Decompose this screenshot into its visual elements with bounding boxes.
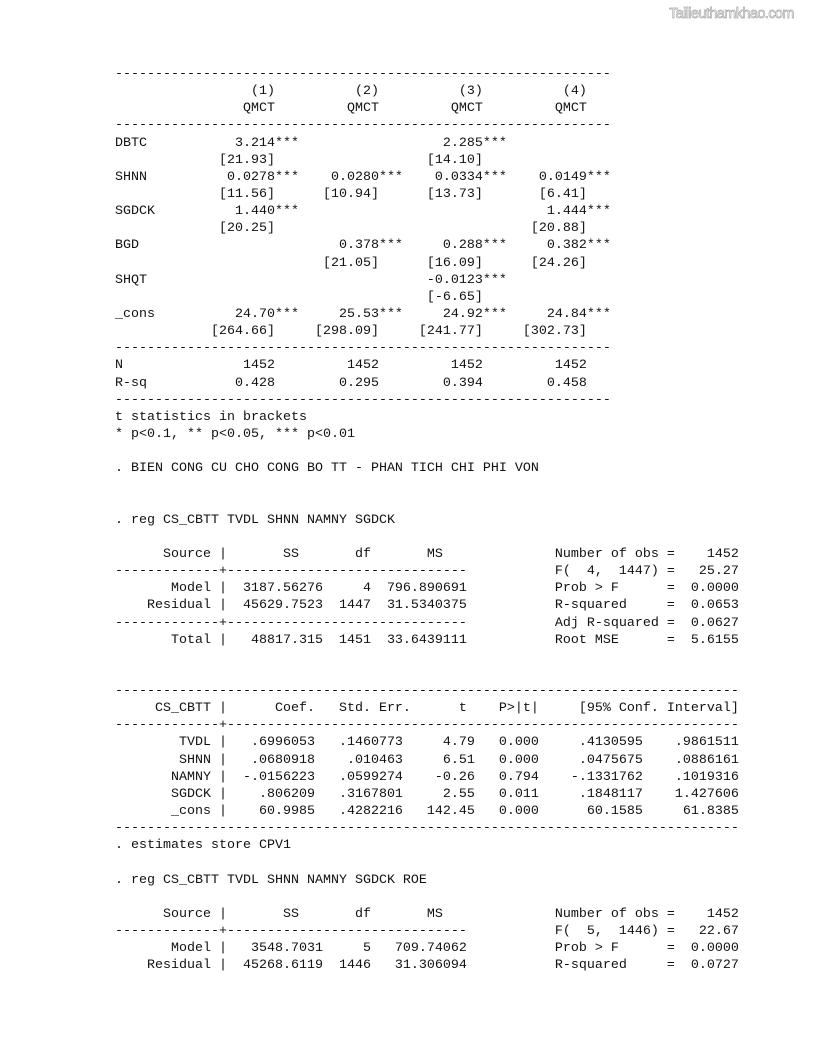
coef-row-DBTC: DBTC 3.214*** 2.285*** xyxy=(115,135,507,151)
anova-header: Source | SS df MS Number of obs = 1452 xyxy=(115,906,739,922)
anova-rule: -------------+--------------------------… xyxy=(115,615,739,631)
table-note: t statistics in brackets xyxy=(115,409,307,425)
anova-row-model: Model | 3548.7031 5 709.74062 Prob > F =… xyxy=(115,941,739,957)
anova-row-model: Model | 3187.56276 4 796.890691 Prob > F… xyxy=(115,581,739,597)
coef-rule: ----------------------------------------… xyxy=(115,821,739,837)
tstat-row-_cons: [264.66] [298.09] [241.77] [302.73] xyxy=(115,324,587,340)
column-numbers: (1) (2) (3) (4) xyxy=(115,84,587,100)
table-rule: ----------------------------------------… xyxy=(115,67,611,82)
blank xyxy=(115,666,739,683)
blank xyxy=(115,477,739,494)
coef-row-_cons: _cons 24.70*** 25.53*** 24.92*** 24.84**… xyxy=(115,306,611,322)
column-depvars: QMCT QMCT QMCT QMCT xyxy=(115,101,587,117)
coef-row-SHNN: SHNN 0.0278*** 0.0280*** 0.0334*** 0.014… xyxy=(115,169,611,185)
table-rule: ----------------------------------------… xyxy=(115,392,611,408)
tstat-row-SHNN: [11.56] [10.94] [13.73] [6.41] xyxy=(115,186,587,202)
stata-output: ----------------------------------------… xyxy=(115,66,739,974)
anova-header: Source | SS df MS Number of obs = 1452 xyxy=(115,546,739,562)
tstat-row-BGD: [21.05] [16.09] [24.26] xyxy=(115,255,587,271)
blank xyxy=(115,529,739,546)
coef-row-_cons: _cons | 60.9985 .4282216 142.45 0.000 60… xyxy=(115,804,739,820)
coef-row-BGD: BGD 0.378*** 0.288*** 0.382*** xyxy=(115,238,611,254)
coef-rule: ----------------------------------------… xyxy=(115,684,739,700)
blank xyxy=(115,649,739,666)
command-comment: . BIEN CONG CU CHO CONG BO TT - PHAN TIC… xyxy=(115,461,539,477)
coef-row-NAMNY: NAMNY | -.0156223 .0599274 -0.26 0.794 -… xyxy=(115,769,739,785)
coef-rule: -------------+--------------------------… xyxy=(115,718,739,734)
command-reg2: . reg CS_CBTT TVDL SHNN NAMNY SGDCK ROE xyxy=(115,872,427,888)
coef-row-TVDL: TVDL | .6996053 .1460773 4.79 0.000 .413… xyxy=(115,735,739,751)
coef-row-SHQT: SHQT -0.0123*** xyxy=(115,272,507,288)
tstat-row-SGDCK: [20.25] [20.88] xyxy=(115,221,587,237)
stat-row-R-sq: R-sq 0.428 0.295 0.394 0.458 xyxy=(115,375,587,391)
coef-row-SHNN: SHNN | .0680918 .010463 6.51 0.000 .0475… xyxy=(115,752,739,768)
coef-row-SGDCK: SGDCK 1.440*** 1.444*** xyxy=(115,204,611,220)
blank xyxy=(115,854,739,871)
anova-row-total: Total | 48817.315 1451 33.6439111 Root M… xyxy=(115,632,739,648)
coef-header: CS_CBTT | Coef. Std. Err. t P>|t| [95% C… xyxy=(115,701,739,717)
anova-row-residual: Residual | 45268.6119 1446 31.306094 R-s… xyxy=(115,958,739,974)
watermark-logo: Tailieuthamkhao.com xyxy=(669,6,795,23)
table-note: * p<0.1, ** p<0.05, *** p<0.01 xyxy=(115,426,355,442)
anova-rule: -------------+--------------------------… xyxy=(115,564,739,580)
table-rule: ----------------------------------------… xyxy=(115,118,611,134)
coef-row-SGDCK: SGDCK | .806209 .3167801 2.55 0.011 .184… xyxy=(115,786,739,802)
blank xyxy=(115,443,739,460)
tstat-row-SHQT: [-6.65] xyxy=(115,289,483,305)
blank xyxy=(115,889,739,906)
anova-rule: -------------+--------------------------… xyxy=(115,924,739,940)
stat-row-N: N 1452 1452 1452 1452 xyxy=(115,358,587,374)
tstat-row-DBTC: [21.93] [14.10] xyxy=(115,152,483,168)
command-reg1: . reg CS_CBTT TVDL SHNN NAMNY SGDCK xyxy=(115,512,395,528)
table-rule: ----------------------------------------… xyxy=(115,341,611,357)
blank xyxy=(115,495,739,512)
anova-row-residual: Residual | 45629.7523 1447 31.5340375 R-… xyxy=(115,598,739,614)
command-store: . estimates store CPV1 xyxy=(115,838,291,854)
